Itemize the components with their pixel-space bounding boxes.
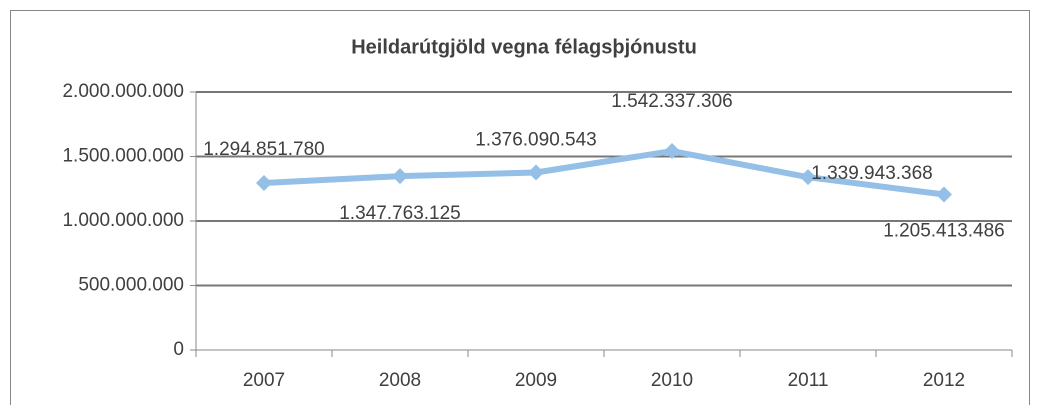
data-point bbox=[528, 164, 544, 181]
chart-title: Heildarútgjöld vegna félagsþjónustu bbox=[351, 36, 697, 58]
data-label: 1.347.763.125 bbox=[339, 203, 461, 224]
x-tick-label: 2011 bbox=[788, 370, 829, 391]
chart-border bbox=[10, 10, 1030, 405]
data-line bbox=[263, 148, 945, 198]
x-tick-label: 2007 bbox=[243, 370, 285, 391]
x-tick-label: 2009 bbox=[515, 370, 557, 391]
y-tick-label: 2.000.000.000 bbox=[62, 81, 184, 102]
data-label: 1.205.413.486 bbox=[883, 221, 1005, 242]
data-point bbox=[664, 143, 680, 160]
data-label: 1.294.851.780 bbox=[203, 139, 325, 160]
x-tick-label: 2012 bbox=[923, 370, 965, 391]
x-tick-label: 2008 bbox=[379, 370, 421, 391]
data-point bbox=[392, 168, 408, 185]
data-point bbox=[936, 186, 952, 203]
data-label: 1.339.943.368 bbox=[811, 163, 933, 184]
y-tick-label: 500.000.000 bbox=[78, 275, 184, 296]
data-point bbox=[800, 169, 816, 186]
y-tick-label: 1.500.000.000 bbox=[62, 146, 184, 167]
y-tick-label: 0 bbox=[173, 339, 184, 360]
x-tick-label: 2010 bbox=[651, 370, 693, 391]
data-point bbox=[256, 174, 272, 191]
y-tick-label: 1.000.000.000 bbox=[62, 210, 184, 231]
data-label: 1.542.337.306 bbox=[611, 91, 733, 112]
data-label: 1.376.090.543 bbox=[475, 129, 597, 150]
